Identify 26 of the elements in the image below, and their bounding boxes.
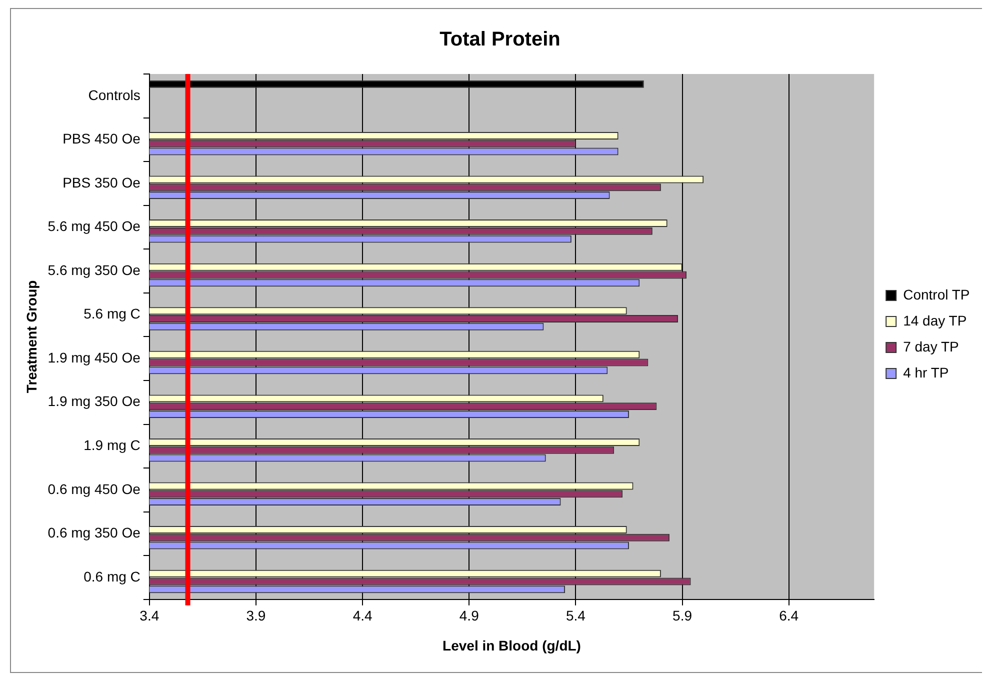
y-tick-label: 1.9 mg C xyxy=(84,437,140,454)
y-tick-label: PBS 450 Oe xyxy=(62,130,141,147)
legend-label: 7 day TP xyxy=(903,338,959,354)
y-tick-label: 1.9 mg 450 Oe xyxy=(48,349,141,366)
y-tick-label: 5.6 mg 350 Oe xyxy=(48,262,141,278)
legend-label: 4 hr TP xyxy=(903,364,949,380)
x-tick-label: 4.9 xyxy=(459,608,480,624)
legend-label: Control TP xyxy=(903,286,970,302)
y-tick-label: PBS 350 Oe xyxy=(62,174,141,190)
y-tick-label: 0.6 mg 350 Oe xyxy=(48,524,141,541)
x-tick-label: 3.4 xyxy=(140,608,160,624)
y-tick-label: 1.9 mg 350 Oe xyxy=(48,393,141,410)
y-axis-title: Treatment Group xyxy=(23,280,40,394)
x-tick-label: 5.4 xyxy=(566,608,586,624)
x-tick-label: 5.9 xyxy=(672,608,692,624)
x-axis-title: Level in Blood (g/dL) xyxy=(442,637,581,654)
y-tick-label: 5.6 mg 450 Oe xyxy=(48,218,141,234)
y-tick-label: 0.6 mg C xyxy=(84,568,140,584)
x-tick-label: 3.9 xyxy=(246,608,266,624)
chart-title: Total Protein xyxy=(440,28,560,51)
y-tick-label: 5.6 mg C xyxy=(84,306,140,322)
y-tick-label: 0.6 mg 450 Oe xyxy=(48,480,141,497)
x-tick-label: 4.4 xyxy=(352,608,372,624)
x-tick-label: 6.4 xyxy=(779,608,799,624)
y-tick-label: Controls xyxy=(88,86,140,103)
legend-label: 14 day TP xyxy=(903,312,967,328)
